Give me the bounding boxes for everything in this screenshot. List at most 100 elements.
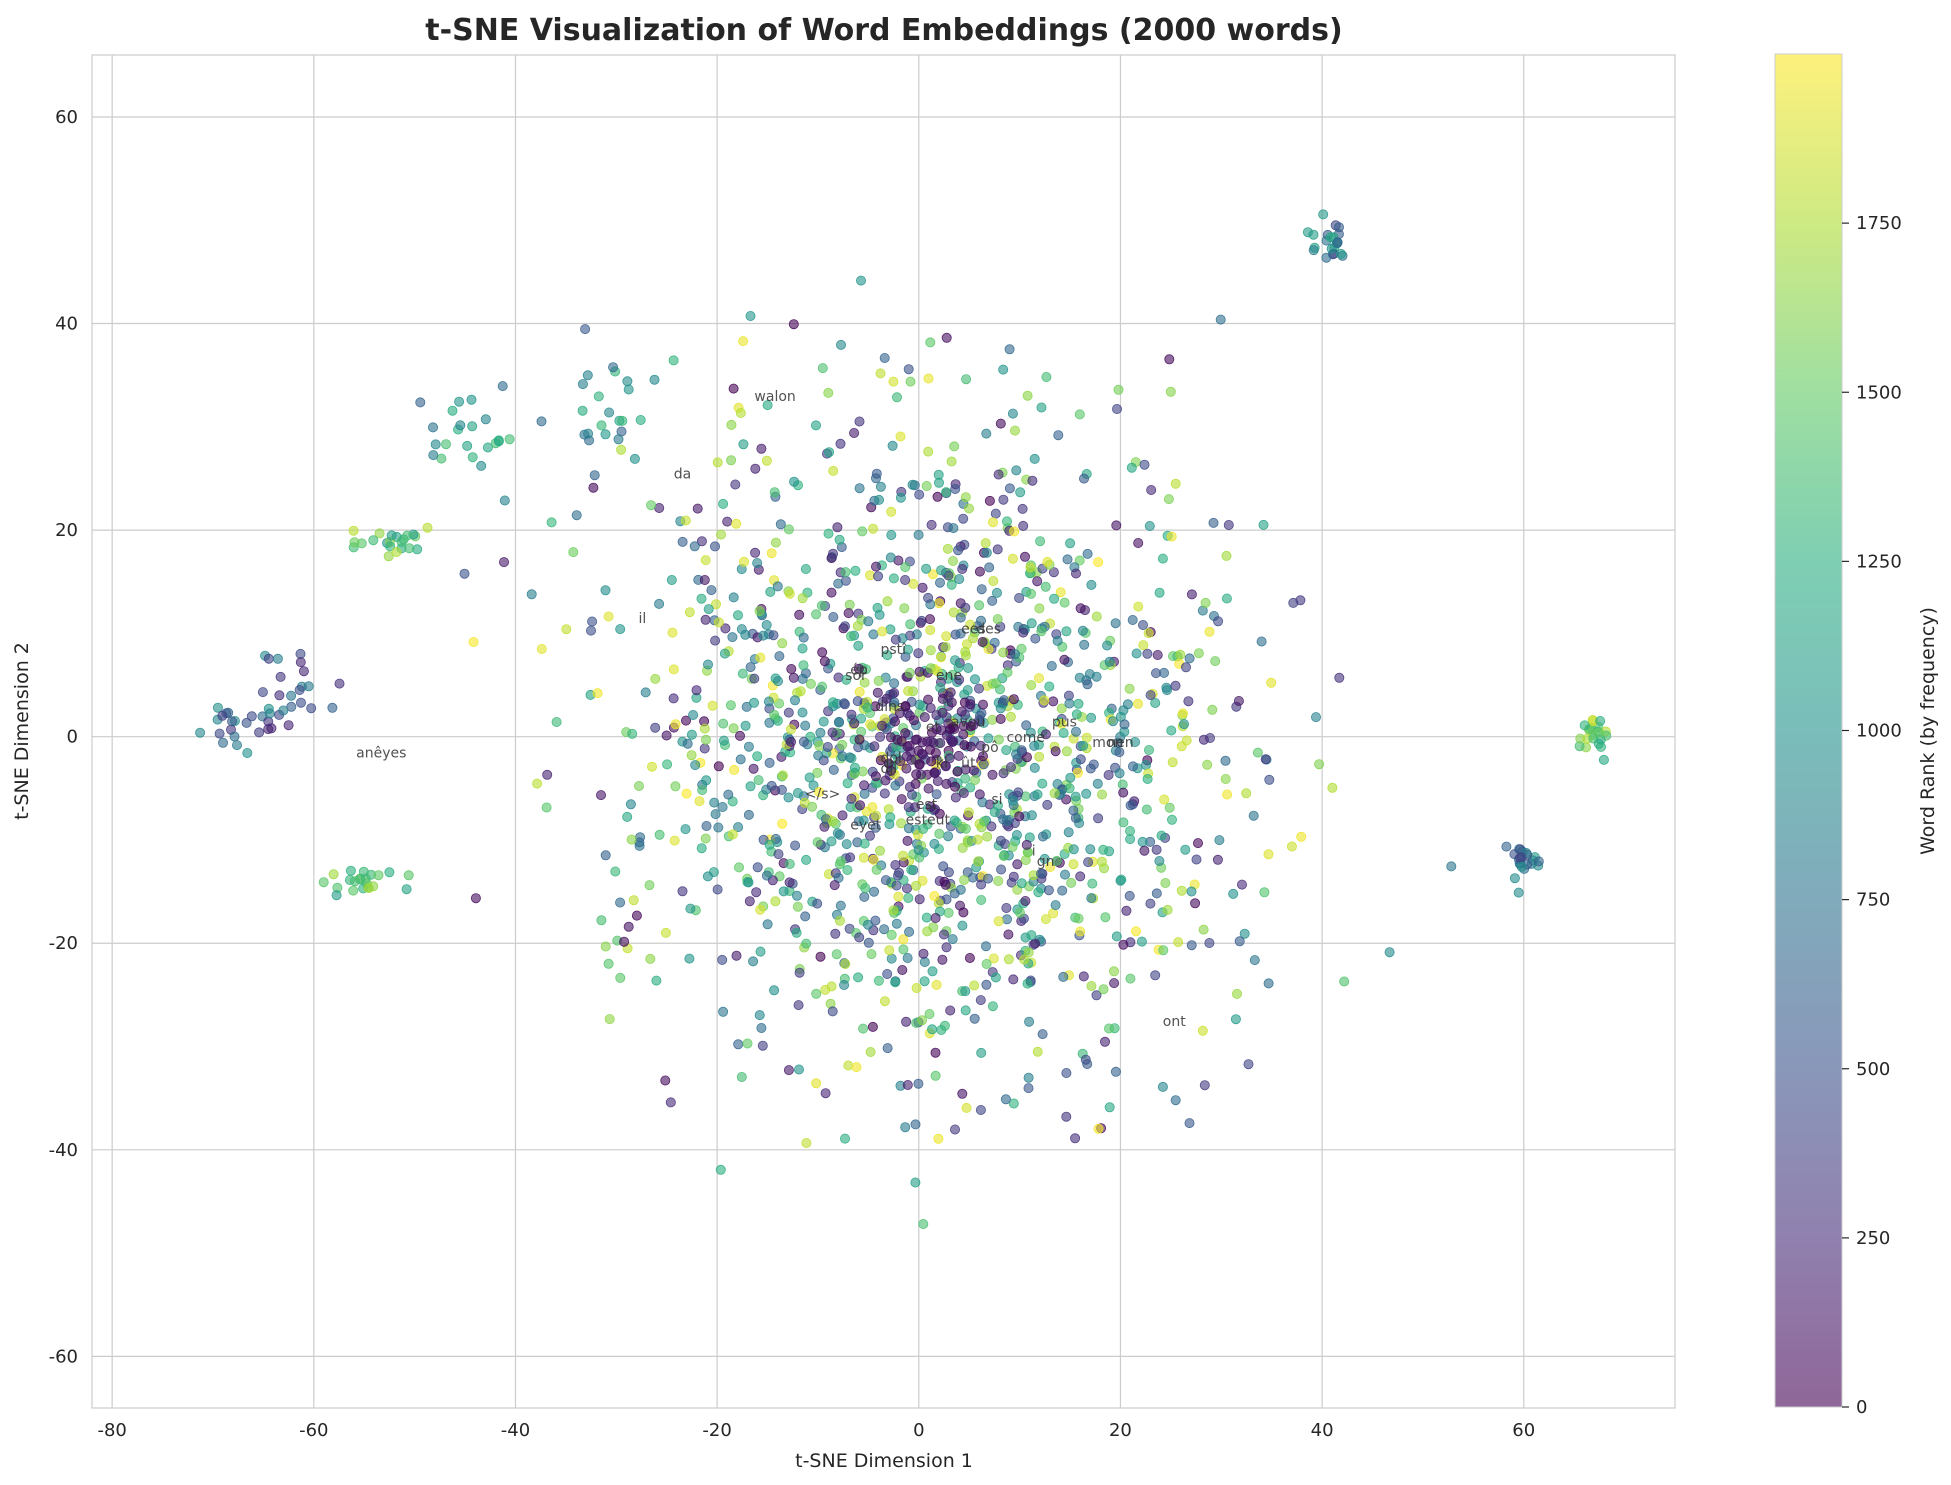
scatter-point: [778, 886, 789, 897]
scatter-point: [1579, 720, 1590, 731]
scatter-point: [1164, 802, 1175, 813]
scatter-point: [773, 849, 784, 860]
scatter-point: [1007, 842, 1018, 853]
scatter-point: [906, 864, 917, 875]
scatter-point: [650, 673, 661, 684]
scatter-point: [1097, 789, 1108, 800]
scatter-point: [1167, 757, 1178, 768]
scatter-point: [713, 617, 724, 628]
scatter-point: [930, 1047, 941, 1058]
scatter-point: [862, 702, 873, 713]
scatter-point: [902, 883, 913, 894]
scatter-point: [275, 671, 286, 682]
scatter-point: [769, 709, 780, 720]
scatter-point: [879, 924, 890, 935]
word-annotation: sor: [845, 668, 867, 684]
scatter-point: [934, 828, 945, 839]
scatter-point: [587, 616, 598, 627]
scatter-point: [692, 503, 703, 514]
scatter-point: [925, 614, 936, 625]
scatter-point: [1256, 636, 1267, 647]
scatter-point: [1064, 698, 1075, 709]
scatter-point: [1170, 1095, 1181, 1106]
scatter-point: [1166, 531, 1177, 542]
scatter-point: [467, 421, 478, 432]
scatter-point: [879, 352, 890, 363]
scatter-point: [1023, 1083, 1034, 1094]
scatter-point: [1260, 754, 1271, 765]
scatter-point: [974, 789, 985, 800]
scatter-point: [1213, 616, 1224, 627]
scatter-point: [885, 552, 896, 563]
scatter-point: [1061, 746, 1072, 757]
scatter-point: [856, 713, 867, 724]
scatter-point: [1308, 245, 1319, 256]
scatter-point: [900, 728, 911, 739]
scatter-point: [1595, 716, 1606, 727]
scatter-point: [718, 735, 729, 746]
scatter-point: [805, 678, 816, 689]
scatter-point: [1036, 868, 1047, 879]
word-annotation: est: [916, 797, 938, 813]
scatter-point: [1065, 538, 1076, 549]
scatter-point: [975, 995, 986, 1006]
word-annotation: mon: [1092, 735, 1123, 751]
scatter-point: [900, 562, 911, 573]
scatter-point: [980, 538, 991, 549]
scatter-point: [903, 686, 914, 697]
scatter-point: [748, 956, 759, 967]
scatter-point: [801, 854, 812, 865]
scatter-point: [792, 890, 803, 901]
scatter-point: [1100, 912, 1111, 923]
scatter-point: [1071, 709, 1082, 720]
scatter-point: [551, 717, 562, 728]
word-annotation: come: [1006, 730, 1045, 746]
scatter-point: [697, 785, 708, 796]
scatter-point: [1020, 896, 1031, 907]
scatter-point: [348, 885, 359, 896]
scatter-point: [752, 751, 763, 762]
scatter-point: [834, 716, 845, 727]
scatter-point: [914, 489, 925, 500]
scatter-point: [851, 1062, 862, 1073]
scatter-point: [925, 645, 936, 656]
scatter-point: [1150, 970, 1161, 981]
scatter-point: [914, 666, 925, 677]
scatter-point: [1010, 425, 1021, 436]
scatter-point: [1096, 856, 1107, 867]
scatter-point: [932, 666, 943, 677]
scatter-point: [682, 738, 693, 749]
scatter-point: [937, 693, 948, 704]
scatter-point: [1162, 685, 1173, 696]
scatter-point: [957, 564, 968, 575]
scatter-point: [651, 975, 662, 986]
scatter-point: [772, 581, 783, 592]
scatter-point: [1186, 589, 1197, 600]
scatter-point: [635, 414, 646, 425]
scatter-point: [963, 807, 974, 818]
scatter-point: [532, 778, 543, 789]
scatter-point: [873, 571, 884, 582]
scatter-point: [1061, 626, 1072, 637]
scatter-point: [935, 738, 946, 749]
scatter-point: [919, 712, 930, 723]
scatter-point: [783, 792, 794, 803]
scatter-point: [996, 864, 1007, 875]
scatter-point: [428, 450, 439, 461]
scatter-point: [943, 907, 954, 918]
scatter-point: [385, 541, 396, 552]
scatter-point: [670, 781, 681, 792]
scatter-point: [710, 541, 721, 552]
scatter-point: [867, 1021, 878, 1032]
scatter-point: [733, 1039, 744, 1050]
scatter-point: [1014, 811, 1025, 822]
scatter-point: [294, 685, 305, 696]
scatter-point: [835, 900, 846, 911]
scatter-point: [568, 547, 579, 558]
scatter-point: [753, 775, 764, 786]
scatter-point: [842, 778, 853, 789]
scatter-point: [468, 637, 479, 648]
scatter-point: [948, 607, 959, 618]
scatter-point: [865, 1047, 876, 1058]
scatter-point: [1037, 778, 1048, 789]
